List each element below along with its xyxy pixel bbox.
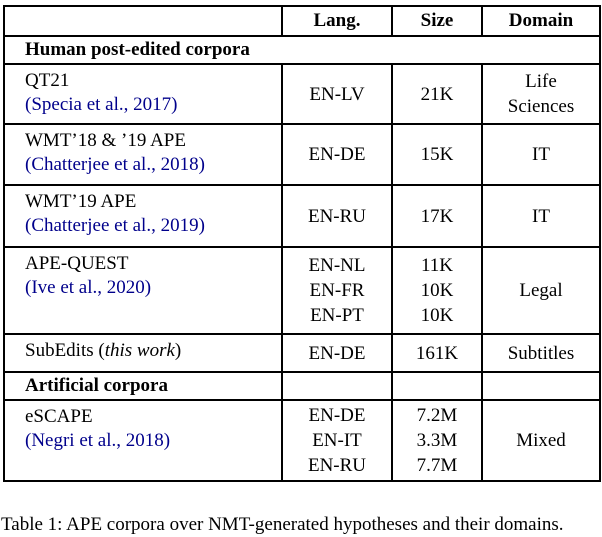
lang-cell: EN-DE [281,123,393,186]
section-title: Artificial corpora [3,371,283,401]
section-header-row: Human post-edited corpora [3,35,601,65]
size-cell: 15K [391,123,483,186]
corpus-name-cell: SubEdits (this work) [3,333,283,373]
size-cell: 21K [391,63,483,125]
table-caption: Table 1: APE corpora over NMT-generated … [1,514,564,535]
size-cell: 161K [391,333,483,373]
corpus-name: WMT’18 & ’19 APE [25,130,186,151]
lang-cell: EN-DE EN-IT EN-RU [281,399,393,482]
corpus-row: WMT’19 APE (Chatterjee et al., 2019) EN-RU… [3,184,601,248]
citation-link[interactable]: (Negri et al., 2018) [25,430,171,451]
citation-link[interactable]: (Chatterjee et al., 2018) [25,154,205,175]
size-cell: 11K 10K 10K [391,246,483,335]
corpus-name: eSCAPE [25,406,93,427]
empty-cell [391,371,483,401]
corpus-name-cell: WMT’19 APE (Chatterjee et al., 2019) [3,184,283,248]
column-header-lang: Lang. [281,5,393,37]
domain-cell: Legal [481,246,601,335]
lang-cell: EN-DE [281,333,393,373]
corpus-name: QT21 [25,70,70,91]
domain-cell: Life Sciences [481,63,601,125]
corpus-name-cell: WMT’18 & ’19 APE (Chatterjee et al., 2018… [3,123,283,186]
domain-cell: IT [481,123,601,186]
empty-cell [481,371,601,401]
column-header-domain: Domain [481,5,601,37]
corpus-row: QT21 (Specia et al., 2017) EN-LV 21K Life Sci… [3,63,601,125]
corpus-row: eSCAPE (Negri et al., 2018) EN-DE EN-IT EN-R… [3,399,601,482]
corpus-name: APE-QUEST [25,253,129,274]
lang-cell: EN-NL EN-FR EN-PT [281,246,393,335]
corpus-note: this work [104,340,175,361]
citation-link[interactable]: (Ive et al., 2020) [25,277,152,298]
lang-cell: EN-RU [281,184,393,248]
corpus-row: SubEdits (this work) EN-DE 161K Subtitles [3,333,601,373]
section-header-row: Artificial corpora [3,371,601,401]
column-header-row: Lang. Size Domain [3,5,601,37]
corpus-name-cell: QT21 (Specia et al., 2017) [3,63,283,125]
corpus-name: SubEdits [25,340,94,361]
domain-cell: Subtitles [481,333,601,373]
size-cell: 17K [391,184,483,248]
section-title: Human post-edited corpora [3,35,601,65]
empty-cell [281,371,393,401]
lang-cell: EN-LV [281,63,393,125]
domain-cell: Mixed [481,399,601,482]
size-cell: 7.2M 3.3M 7.7M [391,399,483,482]
citation-link[interactable]: (Specia et al., 2017) [25,94,178,115]
corpus-name-cell: APE-QUEST (Ive et al., 2020) [3,246,283,335]
column-header-size: Size [391,5,483,37]
ape-corpora-table: Lang. Size Domain Human post-edited corp… [3,5,601,482]
corpus-name: WMT’19 APE [25,191,137,212]
domain-cell: IT [481,184,601,248]
corpus-name-cell: eSCAPE (Negri et al., 2018) [3,399,283,482]
corpus-row: WMT’18 & ’19 APE (Chatterjee et al., 2018… [3,123,601,186]
citation-link[interactable]: (Chatterjee et al., 2019) [25,215,205,236]
corpus-row: APE-QUEST (Ive et al., 2020) EN-NL EN-FR EN-… [3,246,601,335]
column-header-empty [3,5,283,37]
